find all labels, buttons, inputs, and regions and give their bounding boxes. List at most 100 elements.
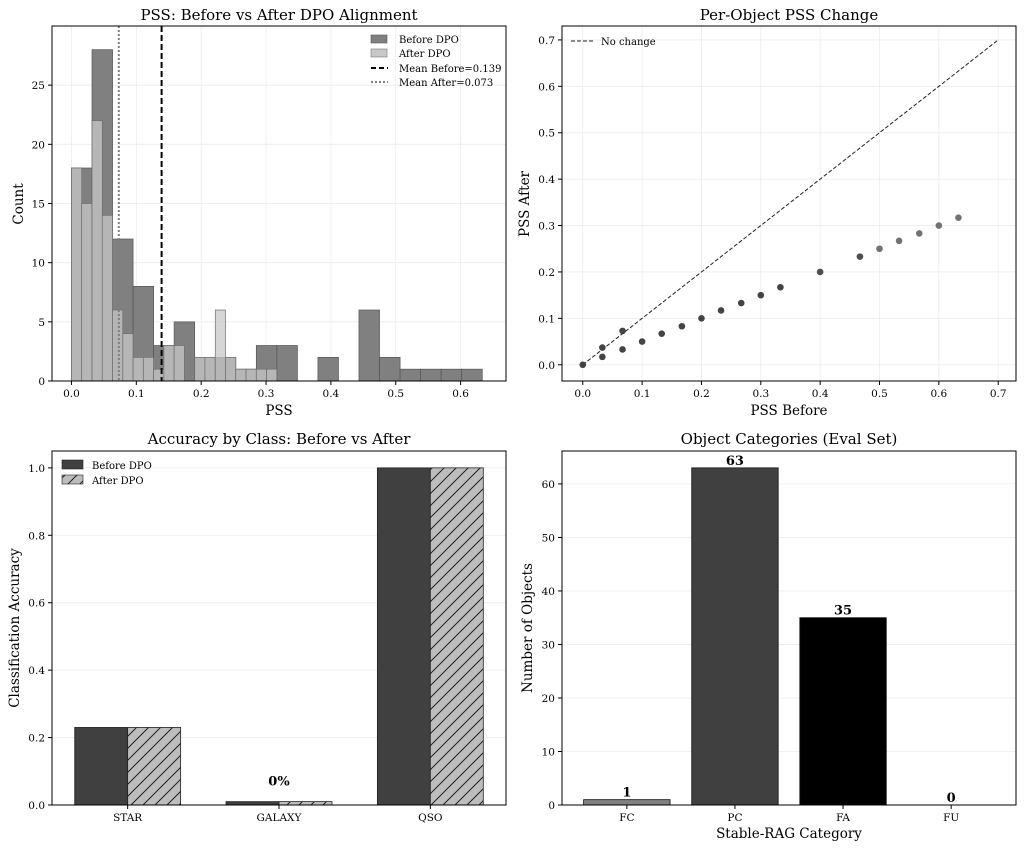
accuracy-ytick-label: 0.2 (28, 733, 45, 745)
scatter-xtick-label: 0.2 (693, 388, 710, 400)
scatter-xtick-label: 0.3 (752, 388, 769, 400)
scatter-xtick-label: 0.4 (812, 388, 829, 400)
hist-bar-before (276, 345, 298, 382)
category-ytick-label: 40 (542, 586, 555, 598)
hist-bar-after (81, 203, 93, 382)
hist-yticks: 0 5 10 15 20 25 (32, 80, 52, 388)
scatter-point (935, 222, 943, 229)
scatter-ytick-label: 0.1 (538, 313, 555, 325)
hist-bar-after (225, 356, 237, 382)
accuracy-bar-after (127, 727, 182, 806)
accuracy-bar-after (278, 801, 333, 806)
legend-swatch-before-dpo (61, 459, 84, 470)
scatter-point (599, 353, 606, 361)
hist-bar-after (173, 345, 185, 382)
hist-bar-before (399, 368, 421, 382)
scatter-ytick-label: 0.6 (538, 81, 555, 93)
category-grid (562, 483, 1016, 806)
hist-bar-after (101, 214, 113, 382)
scatter-point (816, 268, 824, 276)
hist-grid (52, 26, 506, 382)
accuracy-title: Accuracy by Class: Before vs After (147, 430, 412, 448)
scatter-point (876, 245, 883, 253)
category-xtick-label: FU (943, 812, 959, 824)
hist-ytick-label: 20 (32, 139, 45, 151)
legend-label-after: After DPO (398, 49, 451, 60)
hist-bar-after (163, 345, 175, 382)
hist-bar-after (245, 368, 257, 382)
panel-pss-histogram: PSS: Before vs After DPO Alignment 0.0 0.… (11, 6, 507, 419)
scatter-xtick-label: 0.0 (574, 388, 591, 400)
accuracy-annotation-galaxy: 0% (268, 775, 290, 790)
scatter-point (737, 299, 745, 307)
scatter-ytick-label: 0.0 (538, 360, 555, 372)
legend-label-after-dpo: After DPO (91, 476, 144, 487)
scatter-point (698, 315, 705, 322)
scatter-xticks: 0.0 0.1 0.2 0.3 0.4 0.5 0.6 0.7 (574, 381, 1007, 400)
scatter-xtick-label: 0.7 (990, 388, 1007, 400)
scatter-points (579, 214, 962, 369)
accuracy-bar-before (225, 801, 280, 806)
hist-bar-after (112, 309, 124, 382)
scatter-point (638, 338, 646, 345)
hist-bar-after (255, 368, 267, 382)
scatter-point (777, 283, 784, 291)
scatter-ytick-label: 0.3 (538, 221, 555, 233)
hist-bar-before (461, 368, 483, 382)
scatter-point (619, 327, 626, 335)
hist-bar-after (142, 356, 154, 382)
scatter-point (856, 253, 864, 260)
hist-xtick-label: 0.4 (323, 388, 340, 400)
scatter-point (955, 214, 962, 221)
category-bar (691, 467, 779, 806)
category-ytick-label: 50 (542, 532, 555, 544)
scatter-point (619, 346, 626, 353)
hist-bar-after (71, 167, 83, 382)
hist-bar-before (379, 356, 401, 382)
category-value-labels: 1 63 35 0 (622, 454, 955, 806)
scatter-xtick-label: 0.5 (871, 388, 888, 400)
hist-bar-before (358, 309, 380, 382)
scatter-point (895, 237, 903, 245)
category-xlabel: Stable-RAG Category (716, 826, 862, 842)
category-yticks: 0 10 20 30 40 50 60 (542, 479, 562, 812)
scatter-title: Per-Object PSS Change (700, 6, 879, 24)
hist-title: PSS: Before vs After DPO Alignment (140, 6, 417, 24)
legend-label-mean-after: Mean After=0.073 (399, 78, 493, 89)
category-ytick-label: 20 (542, 693, 555, 705)
category-bar (799, 617, 887, 806)
scatter-point (658, 330, 666, 337)
category-title: Object Categories (Eval Set) (681, 430, 898, 448)
hist-bar-after (122, 333, 134, 382)
hist-legend: Before DPO After DPO Mean Before=0.139 M… (370, 34, 501, 89)
legend-swatch-before (370, 34, 388, 44)
accuracy-ytick-label: 1.0 (28, 463, 45, 475)
accuracy-xticks: STAR GALAXY QSO (113, 805, 443, 824)
hist-xticks: 0.0 0.1 0.2 0.3 0.4 0.5 0.6 (63, 381, 469, 400)
accuracy-bar-after (429, 467, 484, 806)
scatter-point (717, 307, 725, 314)
panel-category-bars: Object Categories (Eval Set) 1 63 35 0 FC PC… (520, 430, 1017, 842)
hist-xtick-label: 0.3 (258, 388, 275, 400)
scatter-no-change-line (582, 39, 999, 366)
hist-bar-after (204, 356, 216, 382)
scatter-xtick-label: 0.6 (930, 388, 947, 400)
hist-bars (71, 49, 483, 382)
hist-bar-after (214, 309, 226, 382)
accuracy-ytick-label: 0.6 (28, 598, 45, 610)
category-xticks: FC PC FA FU (619, 805, 959, 824)
panel-accuracy-bars: Accuracy by Class: Before vs After 0% ST… (7, 430, 507, 824)
category-ytick-label: 30 (542, 639, 555, 651)
scatter-ytick-label: 0.4 (538, 174, 555, 186)
category-value-label: 35 (834, 604, 852, 619)
hist-ytick-label: 15 (32, 199, 45, 211)
accuracy-xtick-label: QSO (418, 812, 443, 824)
legend-label-before-dpo: Before DPO (92, 461, 152, 472)
scatter-ytick-label: 0.2 (538, 267, 555, 279)
scatter-legend: No change (571, 37, 656, 48)
accuracy-xtick-label: GALAXY (257, 812, 303, 824)
accuracy-ytick-label: 0.0 (28, 800, 45, 812)
accuracy-xtick-label: STAR (113, 812, 143, 824)
category-ytick-label: 10 (542, 746, 555, 758)
category-ytick-label: 0 (548, 800, 555, 812)
